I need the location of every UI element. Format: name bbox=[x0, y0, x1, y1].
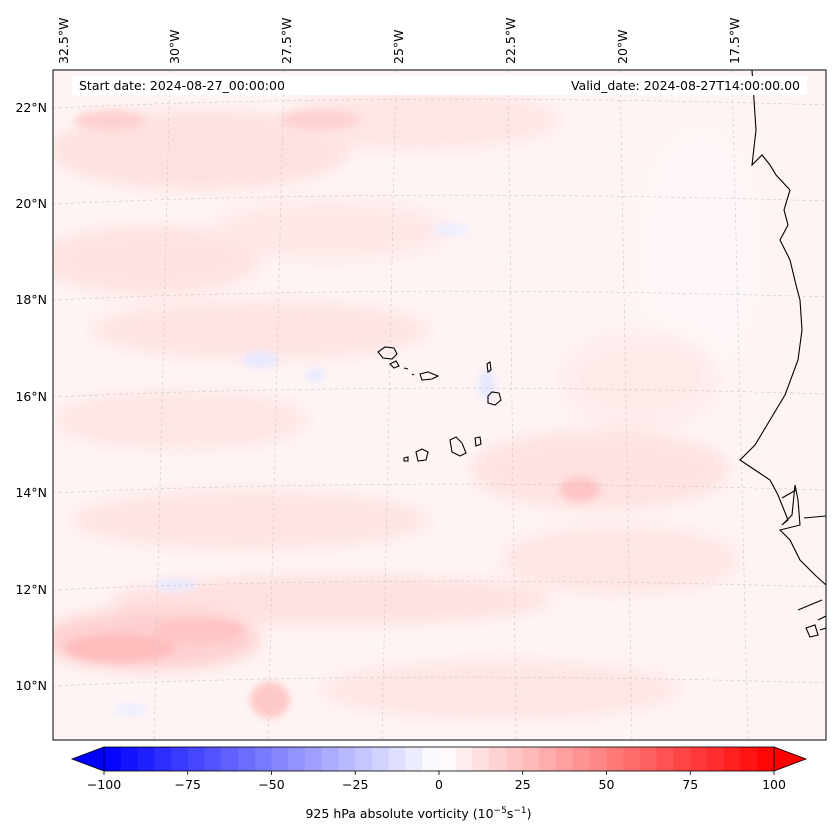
lon-label: 17.5°W bbox=[727, 18, 742, 64]
colorbar-segment bbox=[120, 747, 138, 771]
vorticity-field bbox=[53, 70, 826, 740]
colorbar-segment bbox=[187, 747, 205, 771]
colorbar-segment bbox=[573, 747, 591, 771]
colorbar-segment bbox=[405, 747, 423, 771]
colorbar-segment bbox=[707, 747, 725, 771]
colorbar-segment bbox=[606, 747, 624, 771]
colorbar-segment bbox=[472, 747, 490, 771]
colorbar-segment bbox=[204, 747, 222, 771]
lat-label: 16°N bbox=[15, 389, 47, 404]
colorbar-segment bbox=[422, 747, 440, 771]
colorbar-segment bbox=[757, 747, 775, 771]
lat-label: 12°N bbox=[15, 582, 47, 597]
colorbar-segment bbox=[556, 747, 574, 771]
colorbar-tick-label: 50 bbox=[599, 777, 615, 792]
west-africa-coastline bbox=[739, 69, 827, 638]
colorbar-tick-label: −75 bbox=[175, 777, 201, 792]
start-date-text: Start date: 2024-08-27_00:00:00 bbox=[79, 78, 285, 93]
colorbar-title: 925 hPa absolute vorticity (10−5s−1) bbox=[305, 806, 532, 822]
colorbar-tick-label: −100 bbox=[87, 777, 121, 792]
lon-label: 22.5°W bbox=[503, 18, 518, 64]
graticule bbox=[53, 70, 826, 740]
lon-label: 27.5°W bbox=[279, 18, 294, 64]
info-band bbox=[72, 76, 807, 95]
colorbar-segment bbox=[355, 747, 373, 771]
colorbar-segment bbox=[690, 747, 708, 771]
colorbar-tick-label: 100 bbox=[762, 777, 786, 792]
colorbar-segment bbox=[321, 747, 339, 771]
lon-label: 30°W bbox=[167, 29, 182, 64]
colorbar-segment bbox=[673, 747, 691, 771]
lat-label: 20°N bbox=[15, 196, 47, 211]
colorbar-segment bbox=[104, 747, 122, 771]
colorbar-segment bbox=[439, 747, 457, 771]
colorbar-segment bbox=[640, 747, 658, 771]
lon-label: 32.5°W bbox=[56, 18, 71, 64]
colorbar-segment bbox=[589, 747, 607, 771]
colorbar-segment bbox=[506, 747, 524, 771]
colorbar-segment bbox=[171, 747, 189, 771]
colorbar-max-extend bbox=[773, 746, 808, 772]
colorbar-segment bbox=[137, 747, 155, 771]
lon-label: 20°W bbox=[615, 29, 630, 64]
colorbar-segment bbox=[305, 747, 323, 771]
colorbar-segment bbox=[238, 747, 256, 771]
colorbar-segment bbox=[723, 747, 741, 771]
colorbar-segment bbox=[623, 747, 641, 771]
colorbar-segment bbox=[271, 747, 289, 771]
colorbar-tick-label: 25 bbox=[515, 777, 531, 792]
colorbar-segment bbox=[388, 747, 406, 771]
latitude-labels: 22°N 20°N 18°N 16°N 14°N 12°N 10°N bbox=[15, 100, 47, 693]
colorbar-segment bbox=[455, 747, 473, 771]
colorbar-segment bbox=[288, 747, 306, 771]
colorbar-segment bbox=[372, 747, 390, 771]
colorbar-tick-label: −25 bbox=[342, 777, 368, 792]
cape-verde-islands bbox=[377, 346, 502, 462]
lat-label: 10°N bbox=[15, 678, 47, 693]
colorbar-segment bbox=[522, 747, 540, 771]
colorbar-tick-label: −50 bbox=[258, 777, 284, 792]
colorbar-segment bbox=[489, 747, 507, 771]
lon-label: 25°W bbox=[391, 29, 406, 64]
valid-date-text: Valid_date: 2024-08-27T14:00:00.00 bbox=[571, 78, 800, 93]
colorbar-segment bbox=[656, 747, 674, 771]
lat-label: 18°N bbox=[15, 292, 47, 307]
map-frame bbox=[52, 69, 827, 741]
colorbar-segment bbox=[539, 747, 557, 771]
lat-label: 14°N bbox=[15, 485, 47, 500]
colorbar-tick-label: 75 bbox=[682, 777, 698, 792]
colorbar-segment bbox=[740, 747, 758, 771]
longitude-labels: 32.5°W 30°W 27.5°W 25°W 22.5°W 20°W 17.5… bbox=[56, 18, 742, 64]
colorbar-segment bbox=[254, 747, 272, 771]
colorbar-segment bbox=[338, 747, 356, 771]
colorbar-min-extend bbox=[70, 746, 105, 772]
colorbar-segment bbox=[221, 747, 239, 771]
colorbar: −100 −75 −50 −25 0 25 50 75 100 bbox=[70, 746, 808, 792]
lat-label: 22°N bbox=[15, 100, 47, 115]
colorbar-segment bbox=[154, 747, 172, 771]
colorbar-tick-label: 0 bbox=[435, 777, 443, 792]
